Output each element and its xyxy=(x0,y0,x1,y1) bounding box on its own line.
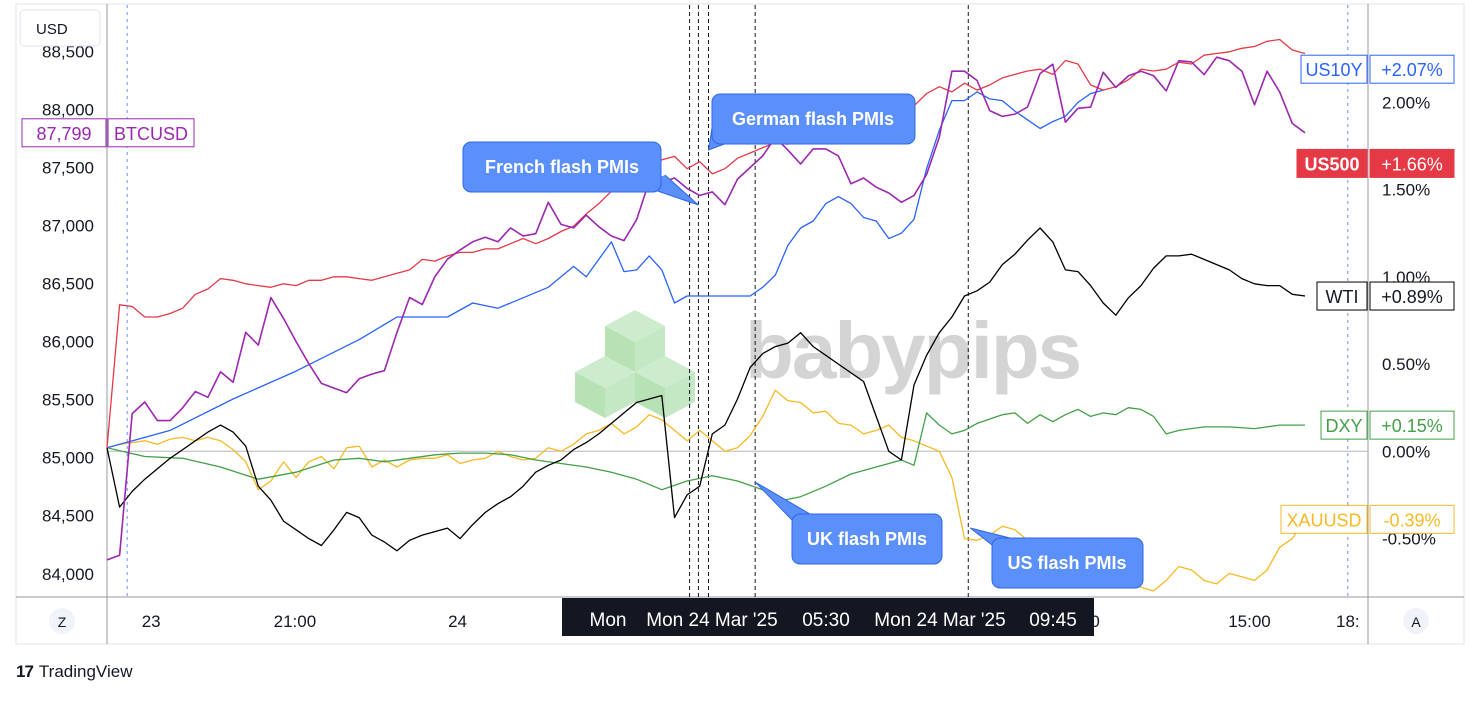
event-callout-text: US flash PMIs xyxy=(1007,553,1126,573)
watermark-cube-icon xyxy=(605,326,635,372)
series-change-us10y: +2.07% xyxy=(1381,60,1443,80)
scale-button-z-label: Z xyxy=(58,614,67,630)
series-name-badge[interactable] xyxy=(1300,54,1368,84)
series-change-xauusd: -0.39% xyxy=(1383,510,1440,530)
crosshair-time-text: Mon 24 Mar '25 xyxy=(874,610,1005,631)
tradingview-logo[interactable]: 17 TradingView xyxy=(16,660,132,684)
left-axis-tick: 87,500 xyxy=(42,159,94,178)
left-axis-tick: 85,500 xyxy=(42,391,94,410)
crosshair-time-text: Mon 24 Mar '25 xyxy=(646,610,777,631)
left-axis-tick: 86,500 xyxy=(42,275,94,294)
series-change-dxy: +0.15% xyxy=(1381,416,1443,436)
time-axis-tick: 15:00 xyxy=(1228,612,1271,631)
series-name-wti: WTI xyxy=(1326,287,1359,307)
left-axis-tick: 88,000 xyxy=(42,100,94,119)
crosshair-time-text: 05:30 xyxy=(802,610,850,631)
watermark-cube-icon xyxy=(575,372,605,418)
currency-selector[interactable] xyxy=(19,9,101,47)
symbol-badge xyxy=(107,118,195,148)
series-name-us500: US500 xyxy=(1304,154,1359,174)
event-callout[interactable] xyxy=(711,93,916,145)
series-name-badge[interactable] xyxy=(1320,410,1368,440)
event-callout-text: German flash PMIs xyxy=(732,109,894,129)
watermark-cube-icon xyxy=(635,372,665,418)
time-axis-tick: 21:00 xyxy=(274,612,317,631)
series-line-btcusd[interactable] xyxy=(106,56,1306,561)
currency-label: USD xyxy=(36,21,68,38)
scale-button-a[interactable] xyxy=(1403,608,1429,634)
event-callout[interactable] xyxy=(991,537,1144,589)
chart-frame xyxy=(15,3,1465,645)
scale-button-a-label: A xyxy=(1411,614,1421,630)
watermark-text: babypips xyxy=(745,306,1080,395)
right-axis-tick: 2.00% xyxy=(1382,93,1430,112)
crosshair-time-text: 09:45 xyxy=(1029,610,1077,631)
right-axis-tick: 1.50% xyxy=(1382,181,1430,200)
series-change-badge xyxy=(1369,281,1455,311)
crosshair-time-label xyxy=(562,598,1094,636)
left-axis-tick: 84,500 xyxy=(42,507,94,526)
series-line-us500[interactable] xyxy=(106,38,1306,448)
tradingview-wordmark: TradingView xyxy=(38,662,133,681)
right-axis-tick: 0.50% xyxy=(1382,355,1430,374)
series-name-xauusd: XAUUSD xyxy=(1286,510,1361,530)
event-callout-text: French flash PMIs xyxy=(485,157,639,177)
series-line-dxy[interactable] xyxy=(106,407,1305,503)
left-axis-tick: 84,000 xyxy=(42,565,94,584)
series-change-wti: +0.89% xyxy=(1381,287,1443,307)
watermark-cube-icon xyxy=(605,372,635,418)
callout-pointer xyxy=(754,481,811,521)
left-axis-tick: 85,000 xyxy=(42,449,94,468)
current-price-value: 87,799 xyxy=(36,124,91,144)
left-axis-tick: 88,500 xyxy=(42,42,94,61)
series-name-badge[interactable] xyxy=(1316,281,1368,311)
time-axis-tick: 24 xyxy=(448,612,467,631)
tradingview-mark-icon: 17 xyxy=(16,662,34,681)
series-name-badge[interactable] xyxy=(1280,504,1368,534)
series-name-dxy: DXY xyxy=(1325,416,1362,436)
scale-button-z[interactable] xyxy=(49,608,75,634)
event-callout-text: UK flash PMIs xyxy=(807,529,927,549)
event-callout[interactable] xyxy=(791,513,943,565)
current-price-badge xyxy=(21,118,107,148)
left-axis-tick: 86,000 xyxy=(42,333,94,352)
crosshair-time-text: Mon xyxy=(590,610,627,631)
series-line-us10y[interactable] xyxy=(106,89,1104,449)
watermark-cube-icon xyxy=(635,326,665,372)
series-change-us500: +1.66% xyxy=(1381,154,1443,174)
series-change-badge xyxy=(1369,410,1455,440)
series-name-badge[interactable] xyxy=(1296,148,1368,178)
time-axis-tick: 18: xyxy=(1336,612,1360,631)
series-change-badge xyxy=(1369,148,1455,178)
series-name-us10y: US10Y xyxy=(1305,60,1362,80)
series-change-badge xyxy=(1369,504,1455,534)
event-callout[interactable] xyxy=(462,141,662,193)
watermark-cube-icon xyxy=(665,372,695,418)
series-line-wti[interactable] xyxy=(106,227,1306,552)
right-axis-tick: -0.50% xyxy=(1382,530,1436,549)
left-axis-tick: 87,000 xyxy=(42,217,94,236)
right-axis-tick: 0.00% xyxy=(1382,442,1430,461)
series-change-badge xyxy=(1369,54,1455,84)
time-axis-tick: 23 xyxy=(142,612,161,631)
symbol-badge-text: BTCUSD xyxy=(114,124,188,144)
